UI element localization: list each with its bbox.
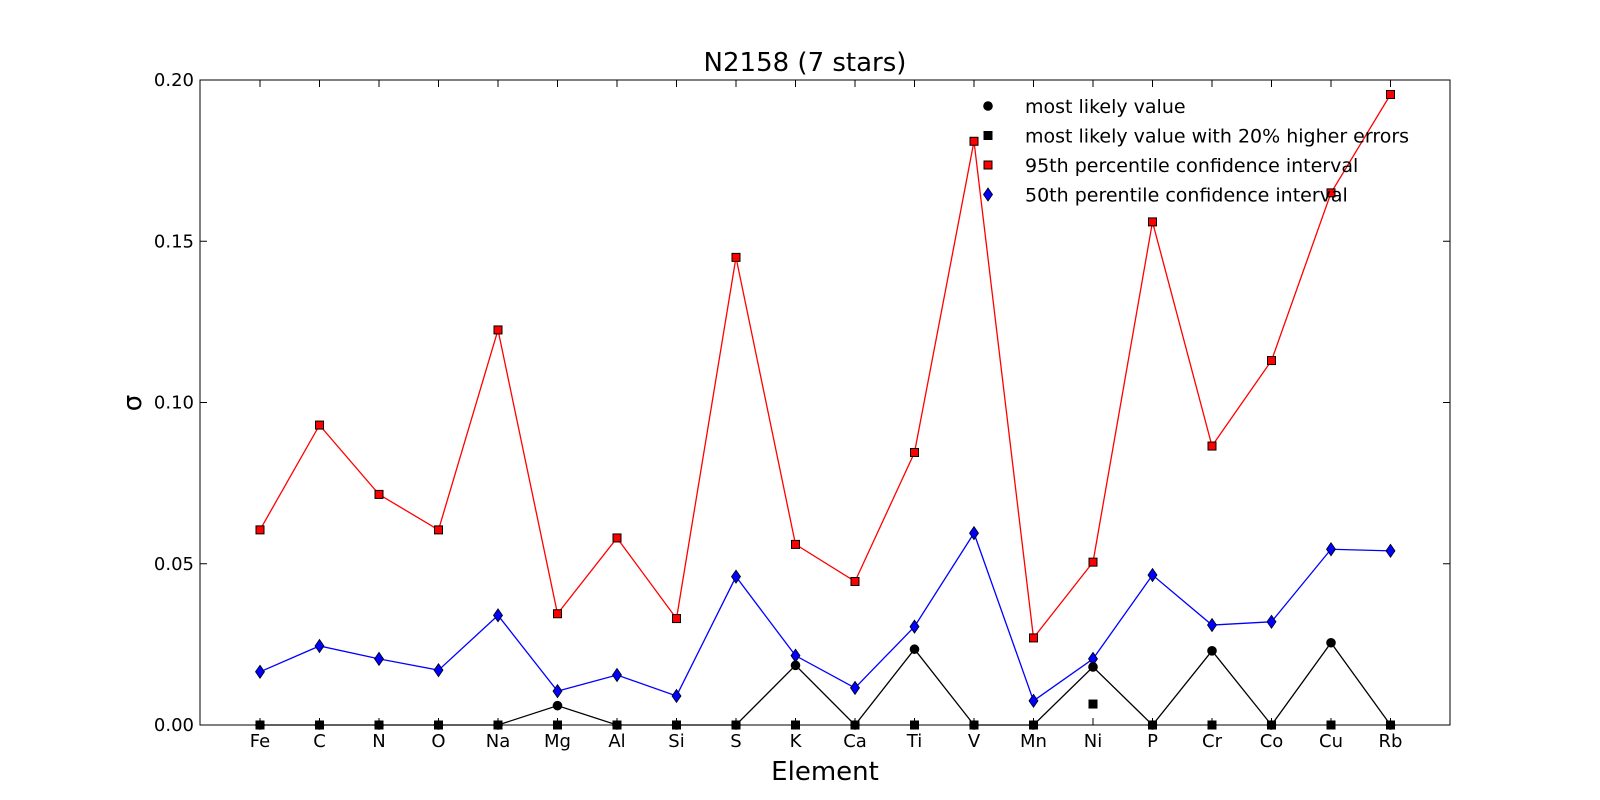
series-line <box>259 94 1392 640</box>
x-tick-label: Ca <box>843 731 867 752</box>
x-tick-label: Mg <box>544 731 571 752</box>
x-tick-label: O <box>431 731 445 752</box>
data-point <box>1386 90 1395 100</box>
x-tick-label: Co <box>1260 731 1284 752</box>
x-tick-label: Cr <box>1202 731 1223 752</box>
data-point <box>314 638 325 654</box>
data-point <box>1148 217 1157 227</box>
plot-frame <box>199 79 1451 726</box>
data-point <box>1267 356 1276 366</box>
data-point <box>790 660 801 671</box>
data-point <box>1326 542 1336 557</box>
data-point <box>552 683 563 699</box>
data-point <box>1326 637 1336 648</box>
data-point <box>612 533 622 543</box>
data-point <box>791 539 800 549</box>
series-line <box>259 531 1391 702</box>
legend-label: 95th percentile confidence interval <box>1025 155 1358 177</box>
y-tick-label: 0.20 <box>154 70 194 91</box>
x-axis-label: Element <box>771 757 879 787</box>
data-point <box>493 325 503 335</box>
data-point <box>850 680 860 696</box>
data-point <box>969 525 979 541</box>
data-point <box>374 651 384 667</box>
plot-area: 0.00 0.05 0.10 0.15 0.20 Fe C N O Na Mg Al Si S K Ca Ti V… <box>154 70 1450 752</box>
data-point <box>731 252 741 262</box>
data-point <box>1088 699 1098 709</box>
data-point <box>1028 693 1039 709</box>
data-point <box>553 609 562 619</box>
x-tick-label: Fe <box>250 731 270 752</box>
data-point <box>1385 543 1396 559</box>
data-point <box>909 644 920 655</box>
data-point <box>433 662 444 678</box>
data-point <box>255 525 265 535</box>
legend-marker <box>983 160 993 170</box>
x-tick-label: V <box>968 731 981 752</box>
data-point <box>493 608 503 623</box>
x-tick-label: Ni <box>1084 731 1102 752</box>
data-point <box>969 136 979 146</box>
data-point <box>1326 188 1336 198</box>
x-tick-label: Cu <box>1319 731 1343 752</box>
x-tick-label: K <box>790 731 803 752</box>
data-point <box>612 667 622 683</box>
data-point <box>434 525 443 535</box>
x-tick-label: Na <box>486 731 511 752</box>
x-tick-label: Ti <box>906 731 922 752</box>
data-point <box>671 688 682 704</box>
data-point <box>1207 617 1217 633</box>
data-point <box>910 447 919 457</box>
y-tick-label: 0.10 <box>154 393 194 414</box>
data-point <box>672 614 681 624</box>
y-tick-label: 0.15 <box>154 231 194 252</box>
x-tick-label: Rb <box>1379 731 1403 752</box>
legend-marker <box>983 131 993 140</box>
y-tick-label: 0.00 <box>154 715 194 736</box>
x-tick-label: Mn <box>1020 731 1047 752</box>
legend-label: 50th perentile confidence interval <box>1025 185 1348 207</box>
data-point <box>315 420 324 430</box>
data-point <box>552 700 563 711</box>
legend-label: most likely value <box>1025 96 1186 118</box>
x-tick-label: Al <box>608 731 625 752</box>
data-point <box>1266 614 1277 630</box>
data-point <box>1147 567 1158 583</box>
legend-label: most likely value with 20% higher errors <box>1025 126 1409 148</box>
data-point <box>255 664 265 679</box>
x-tick-label: S <box>730 731 741 752</box>
data-point <box>731 569 741 584</box>
data-point <box>1088 662 1098 672</box>
data-point <box>1207 646 1217 656</box>
legend-marker <box>983 101 993 111</box>
data-point <box>1029 633 1038 643</box>
data-point <box>1088 557 1098 567</box>
data-point <box>374 489 384 499</box>
data-point <box>1207 441 1217 451</box>
chart-title: N2158 (7 stars) <box>704 48 907 78</box>
x-tick-label: N <box>372 731 385 752</box>
legend-marker <box>983 187 993 202</box>
data-point <box>850 576 860 586</box>
x-tick-label: P <box>1147 731 1158 752</box>
legend: most likely value most likely value with … <box>983 96 1409 207</box>
x-tick-label: C <box>313 731 326 752</box>
y-tick-label: 0.05 <box>154 554 194 575</box>
x-tick-label: Si <box>668 731 684 752</box>
y-axis-label: σ <box>118 395 148 411</box>
data-point <box>909 619 920 634</box>
